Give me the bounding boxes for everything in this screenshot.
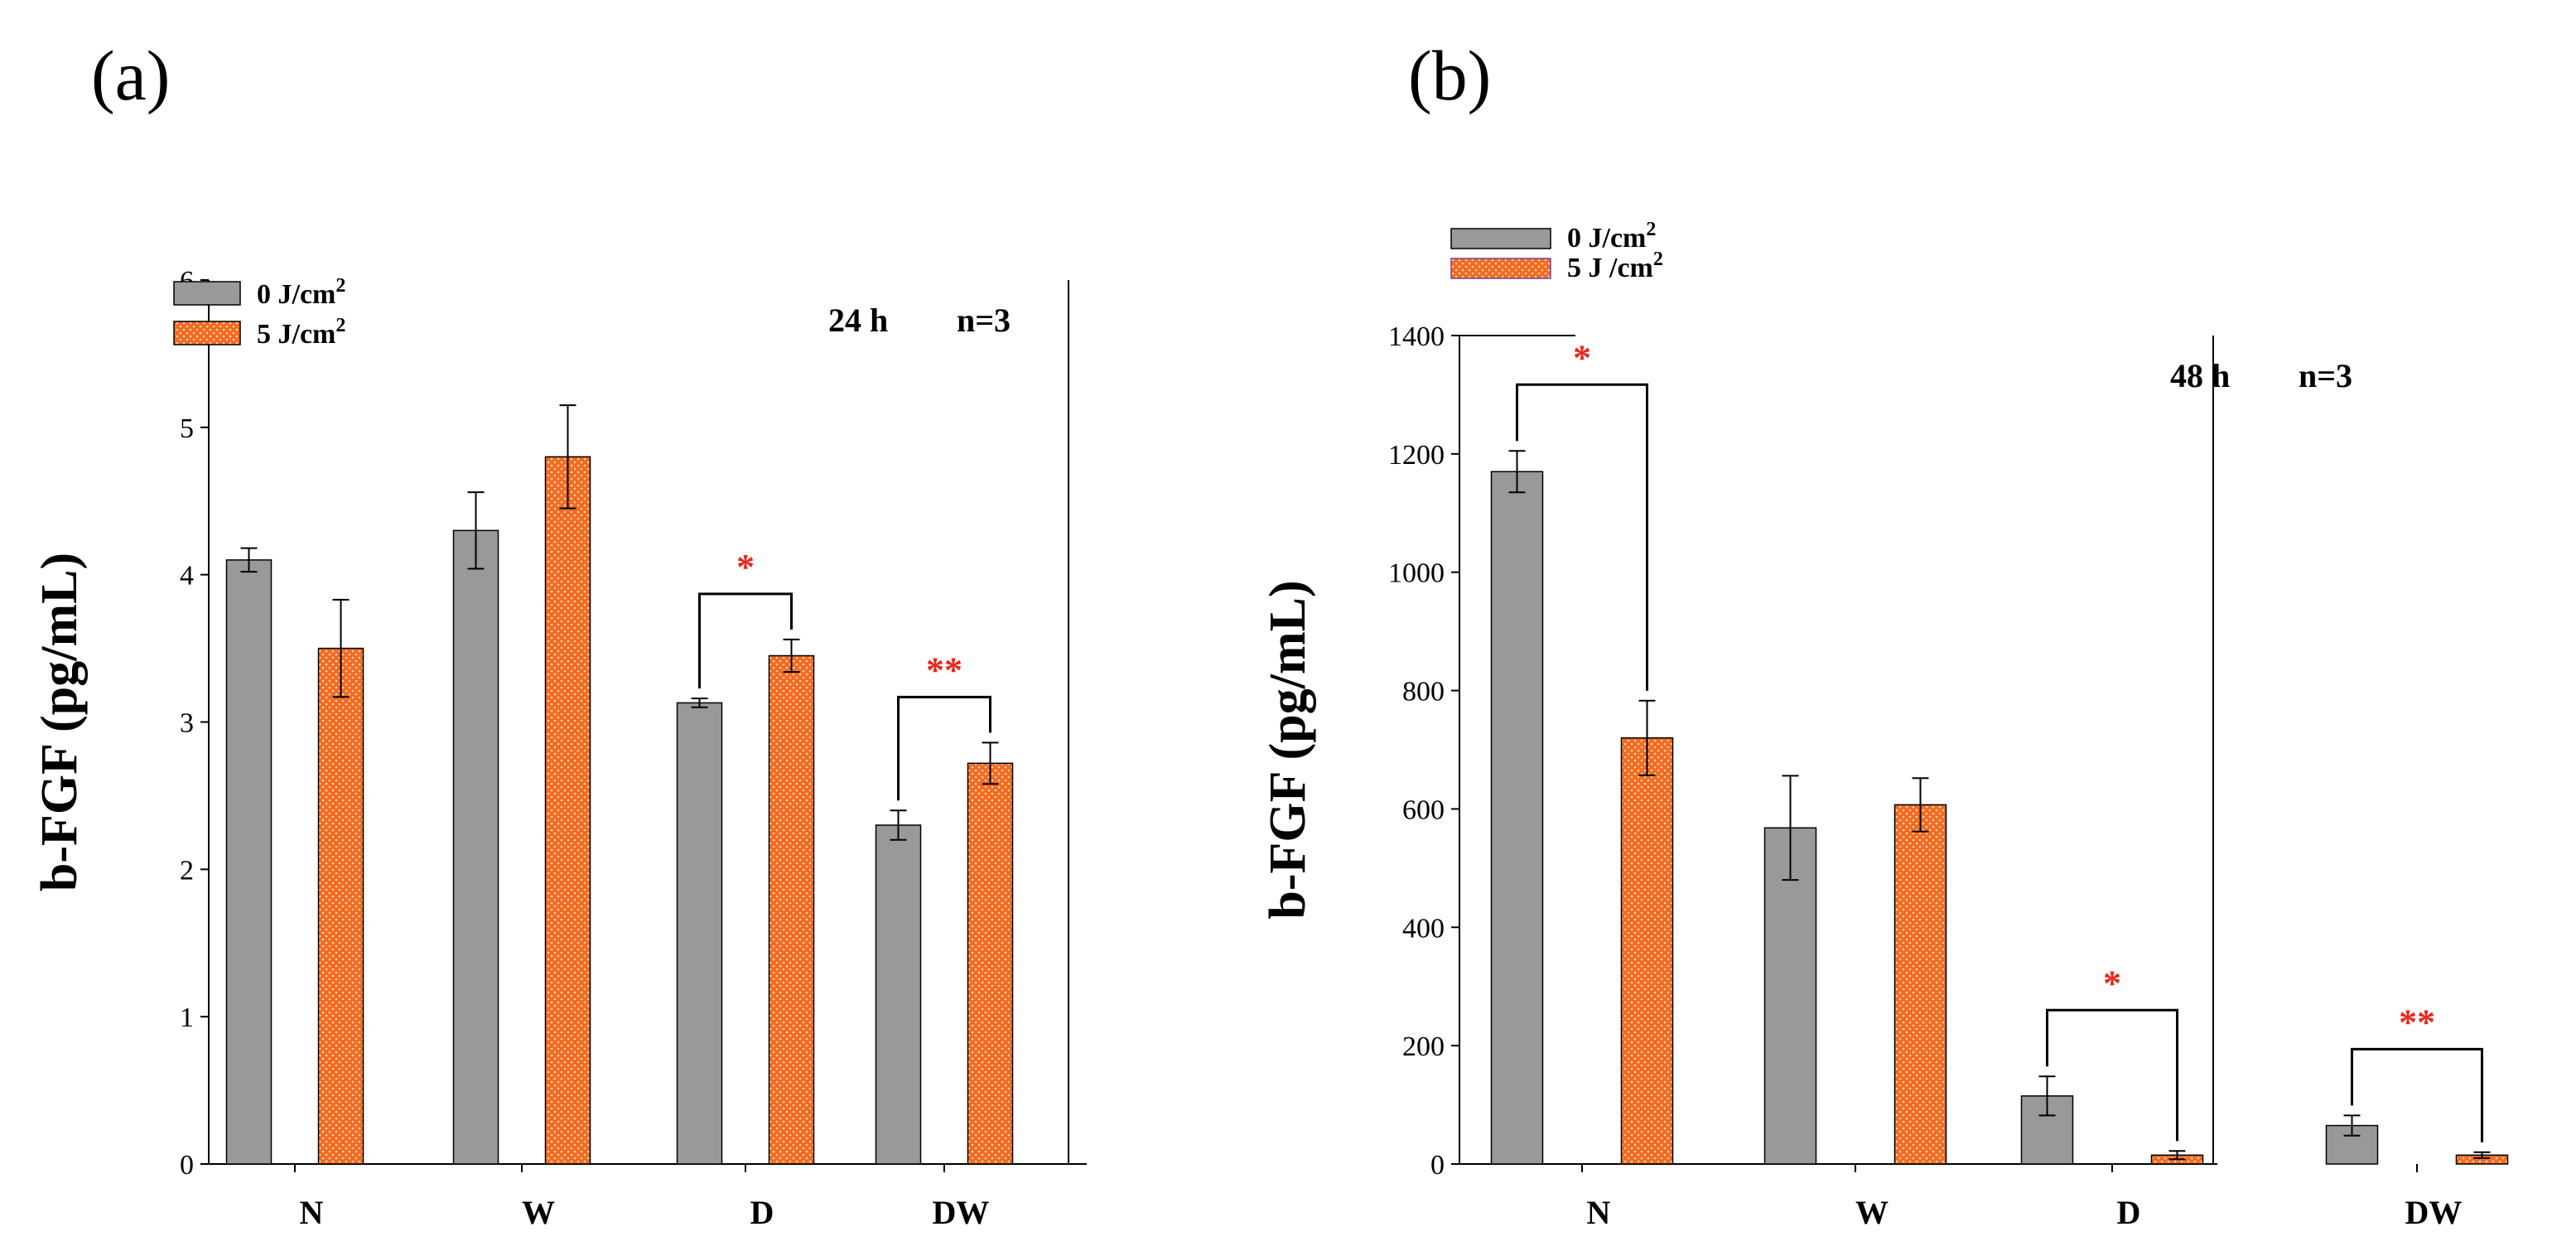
significance-bracket: [2351, 1047, 2483, 1142]
significance-bracket: [2046, 1008, 2178, 1142]
significance-star: **: [926, 650, 962, 690]
legend-label-series0: 0 J/cm2: [257, 275, 345, 310]
legend-label-series1: 5 J /cm2: [1567, 249, 1663, 283]
bar-N-series0: [225, 559, 273, 1165]
significance-star: *: [736, 547, 755, 587]
annotation-time: 48 h: [2170, 357, 2230, 394]
x-tick-label: N: [300, 1194, 324, 1231]
significance-star: *: [2103, 963, 2121, 1003]
bar-W-series0: [452, 529, 499, 1165]
annotation-n: n=3: [2299, 357, 2352, 394]
y-tick-label: 800: [1402, 677, 1445, 708]
x-tick-label: DW: [2405, 1194, 2463, 1231]
y-tick-label: 3: [180, 708, 194, 739]
legend-superscript: 2: [335, 315, 345, 336]
bar-N-series0: [1490, 471, 1544, 1165]
bar-N-series1: [317, 647, 364, 1165]
y-tick-label: 0: [1430, 1150, 1445, 1181]
bar-N-series1: [1620, 737, 1674, 1165]
annotation-n: n=3: [957, 302, 1011, 339]
legend-swatch-series1: [1450, 258, 1551, 279]
bar-W-series0: [1763, 827, 1817, 1165]
y-tick-label: 4: [180, 561, 194, 592]
bar-D-series1: [768, 654, 815, 1165]
legend-superscript: 2: [1646, 219, 1656, 240]
legend-swatch-series0: [173, 281, 241, 306]
legend-swatch-series1: [173, 321, 241, 345]
y-tick-label: 200: [1402, 1031, 1445, 1062]
y-tick-label: 600: [1402, 795, 1445, 825]
y-tick-label: 0: [180, 1150, 194, 1181]
bar-DW-series0: [875, 824, 922, 1165]
legend-swatch-series0: [1450, 228, 1551, 249]
bar-DW-series1: [967, 762, 1014, 1165]
bar-D-series0: [676, 702, 723, 1165]
legend-label-series1: 5 J/cm2: [257, 315, 345, 350]
y-tick-label: 2: [180, 855, 194, 886]
y-tick-label: 1400: [1388, 321, 1445, 352]
x-tick-label: D: [750, 1194, 774, 1231]
bar-W-series1: [544, 456, 591, 1165]
y-tick-label: 400: [1402, 913, 1445, 944]
significance-star: *: [1573, 337, 1591, 378]
significance-bracket: [698, 592, 793, 689]
significance-star: **: [2399, 1002, 2435, 1042]
x-tick-label: W: [522, 1194, 555, 1231]
y-tick-label: 1: [180, 1002, 194, 1033]
annotation-time: 24 h: [828, 302, 888, 339]
x-tick-label: DW: [933, 1194, 990, 1231]
bar-W-series1: [1893, 804, 1947, 1165]
y-tick-label: 5: [180, 413, 194, 444]
x-tick-label: D: [2117, 1194, 2141, 1231]
panel-letter: (a): [91, 36, 170, 115]
y-tick-label: 1000: [1388, 558, 1445, 589]
legend-superscript: 2: [335, 275, 345, 297]
legend-superscript: 2: [1653, 249, 1663, 270]
y-axis-title: b-FGF (pg/mL): [31, 553, 88, 891]
y-axis-title: b-FGF (pg/mL): [1260, 580, 1316, 919]
legend-label-series0: 0 J/cm2: [1567, 219, 1656, 254]
x-tick-label: N: [1587, 1194, 1611, 1231]
y-tick-label: 1200: [1388, 440, 1445, 471]
significance-bracket: [897, 695, 991, 801]
x-tick-label: W: [1855, 1194, 1889, 1231]
significance-bracket: [1516, 383, 1648, 691]
panel-letter: (b): [1408, 36, 1491, 115]
